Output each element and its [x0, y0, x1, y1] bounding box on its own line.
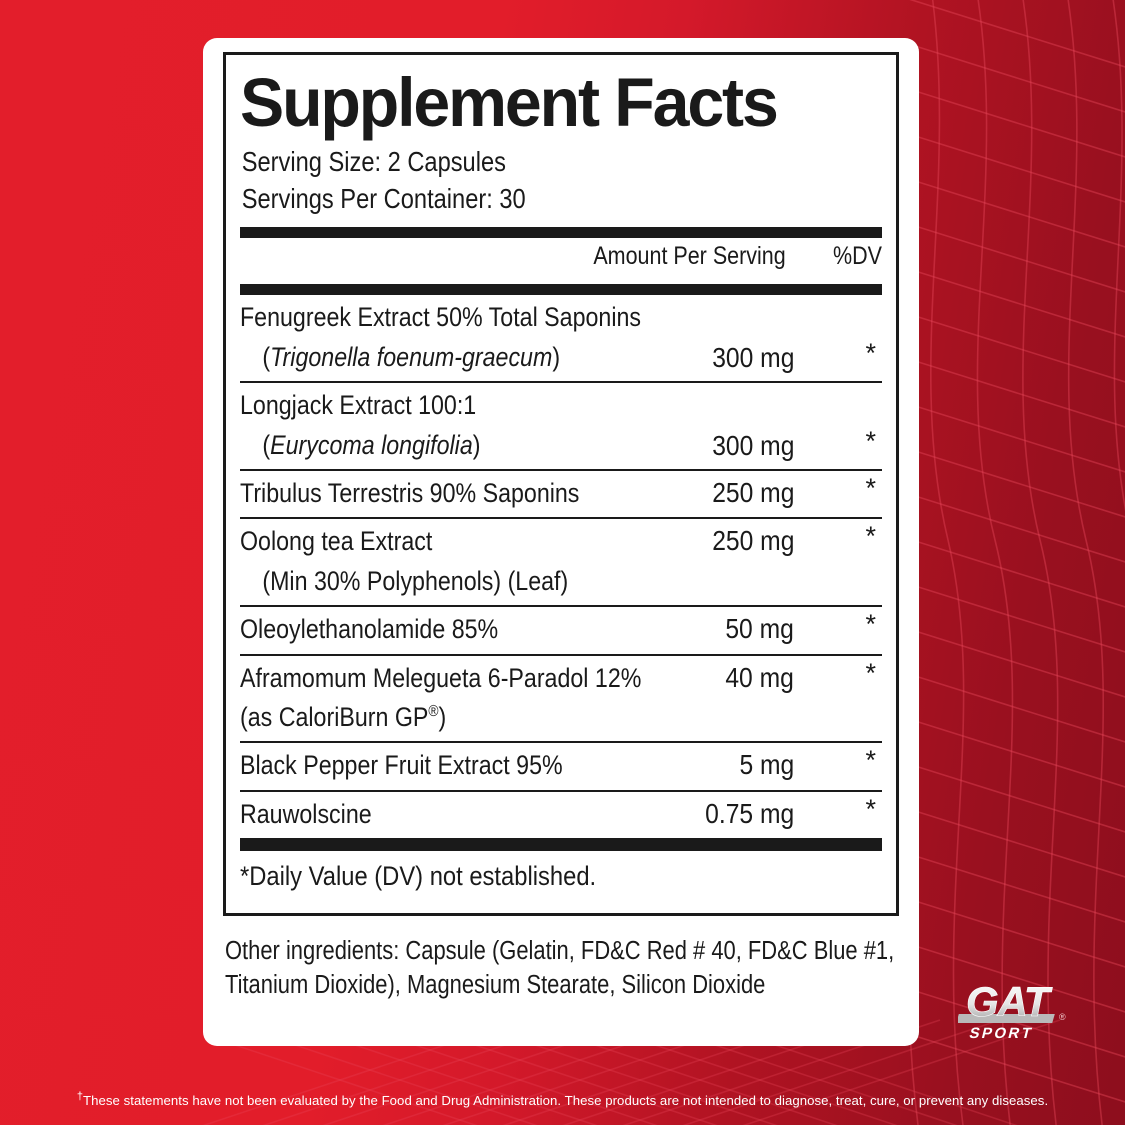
table-header-row: Amount Per Serving %DV: [240, 238, 882, 278]
dagger-icon: †: [76, 1090, 83, 1103]
table-row: Oleoylethanolamide 85% 50 mg *: [240, 607, 882, 656]
table-row: Fenugreek Extract 50% Total Saponins (Tr…: [240, 295, 882, 384]
fda-disclaimer-text: These statements have not been evaluated…: [82, 1093, 1049, 1108]
ingredient-name: Black Pepper Fruit Extract 95%: [240, 750, 563, 781]
table-row: Rauwolscine 0.75 mg *: [240, 792, 882, 841]
ingredient-name: Oleoylethanolamide 85%: [240, 614, 499, 645]
supplement-facts-card: Supplement Facts Serving Size: 2 Capsule…: [203, 38, 919, 1046]
divider-thick-header: [240, 284, 882, 296]
ingredient-dv: *: [865, 426, 876, 457]
table-row: Black Pepper Fruit Extract 95% 5 mg *: [240, 743, 882, 792]
registered-trademark-icon: ®: [428, 703, 439, 721]
ingredient-amount: 250 mg: [711, 477, 794, 509]
ingredient-amount: 250 mg: [711, 525, 794, 557]
ingredient-name: Tribulus Terrestris 90% Saponins: [240, 478, 580, 509]
ingredient-dv: *: [865, 521, 876, 552]
table-row: Aframomum Melegueta 6-Paradol 12% (as Ca…: [240, 656, 882, 744]
gat-wordmark: GAT: [966, 978, 1053, 1025]
supplement-facts-box: Supplement Facts Serving Size: 2 Capsule…: [223, 52, 899, 916]
other-ingredients: Other ingredients: Capsule (Gelatin, FD&…: [225, 934, 915, 1002]
other-ingredients-line-2: Titanium Dioxide), Magnesium Stearate, S…: [225, 971, 766, 1000]
ingredient-dv: *: [865, 473, 876, 504]
column-header-dv: %DV: [833, 242, 882, 271]
ingredient-amount: 300 mg: [711, 342, 794, 374]
servings-per-container: Servings Per Container: 30: [241, 183, 526, 214]
sport-wordmark: SPORT: [968, 1025, 1036, 1042]
gat-sport-logo: GAT ® SPORT: [958, 978, 1066, 1042]
ingredient-dv: *: [865, 338, 876, 369]
daily-value-footnote: *Daily Value (DV) not established.: [240, 861, 597, 892]
page-title: Supplement Facts: [240, 64, 779, 141]
other-ingredients-line-1: Other ingredients: Capsule (Gelatin, FD&…: [225, 937, 895, 965]
table-row: Tribulus Terrestris 90% Saponins 250 mg …: [240, 471, 882, 520]
serving-size: Serving Size: 2 Capsules: [241, 145, 506, 177]
ingredient-name: Fenugreek Extract 50% Total Saponins (Tr…: [240, 302, 642, 372]
ingredient-name: Rauwolscine: [240, 798, 372, 829]
ingredient-dv: *: [865, 609, 876, 640]
ingredient-amount: 5 mg: [739, 749, 794, 781]
divider-thick-top: [240, 227, 882, 239]
ingredient-name: Longjack Extract 100:1 (Eurycoma longifo…: [240, 390, 481, 460]
ingredient-amount: 50 mg: [725, 613, 794, 645]
column-header-amount: Amount Per Serving: [593, 242, 786, 271]
ingredient-dv: *: [865, 745, 876, 776]
ingredient-dv: *: [865, 657, 876, 688]
fda-disclaimer: †These statements have not been evaluate…: [0, 1090, 1125, 1108]
ingredient-name: Oolong tea Extract (Min 30% Polyphenols)…: [240, 526, 569, 596]
table-row: Oolong tea Extract (Min 30% Polyphenols)…: [240, 519, 882, 608]
ingredient-amount: 300 mg: [711, 430, 794, 462]
table-row: Longjack Extract 100:1 (Eurycoma longifo…: [240, 383, 882, 472]
gat-registered-mark: ®: [1059, 1012, 1066, 1022]
ingredient-dv: *: [865, 793, 876, 824]
serving-info: Serving Size: 2 Capsules Servings Per Co…: [240, 143, 882, 218]
divider-thick-bottom: [240, 840, 882, 852]
ingredient-amount: 0.75 mg: [704, 797, 794, 829]
ingredient-amount: 40 mg: [725, 661, 794, 693]
ingredient-name: Aframomum Melegueta 6-Paradol 12% (as Ca…: [240, 662, 642, 733]
